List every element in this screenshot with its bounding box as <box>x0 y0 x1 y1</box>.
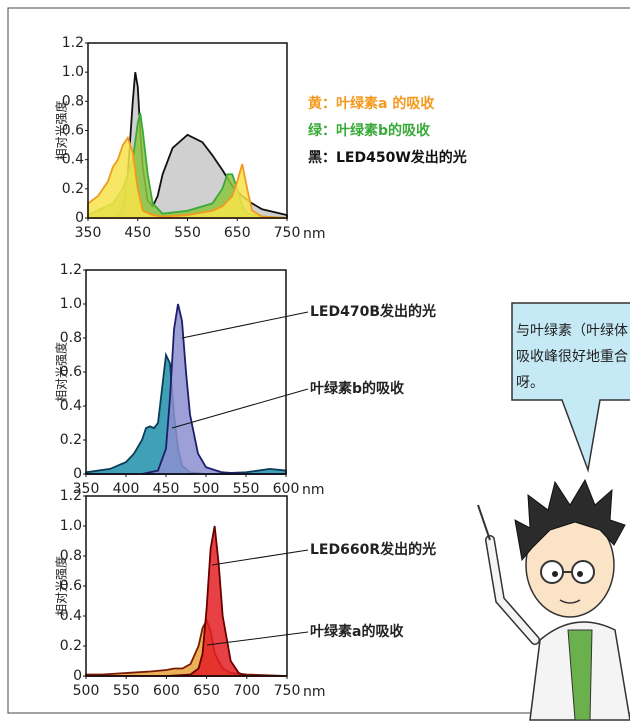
callout-line <box>206 631 309 646</box>
callout-line <box>171 388 309 429</box>
y-tick-label: 0.6 <box>60 578 82 594</box>
series-label: LED660R发出的光 <box>310 541 436 558</box>
y-tick-label: 0.2 <box>60 432 82 448</box>
y-tick-label: 0.4 <box>62 152 84 168</box>
series-label: 叶绿素b的吸收 <box>310 380 405 397</box>
x-tick-label: 450 <box>124 225 151 241</box>
spectrum-area <box>86 525 287 677</box>
x-tick-label: 600 <box>153 683 180 699</box>
spectrum-area <box>85 351 287 475</box>
y-tick-label: 0.4 <box>60 398 82 414</box>
spectrum-area <box>87 135 288 219</box>
shirt <box>567 629 593 721</box>
x-tick-label: 350 <box>73 481 100 497</box>
callout-line <box>181 311 309 339</box>
spectrum-area <box>86 303 286 475</box>
speech-bubble <box>511 302 630 473</box>
y-tick-label: 0.6 <box>62 123 84 139</box>
y-tick-label: 0.2 <box>60 638 82 654</box>
y-axis-label: 相对光强度 <box>54 556 69 616</box>
x-tick-label: 550 <box>113 683 140 699</box>
plot-area <box>86 496 287 676</box>
bubble-line: 与叶绿素（叶绿体 <box>516 323 628 339</box>
y-tick-label: 0 <box>75 210 84 226</box>
bubble-line: 吸收峰很好地重合 <box>516 349 628 365</box>
x-tick-label: 400 <box>113 481 140 497</box>
y-tick-label: 0 <box>73 668 82 684</box>
x-tick-label: 600 <box>273 481 300 497</box>
eye <box>552 571 558 577</box>
pointer <box>477 504 491 541</box>
x-tick-label: 550 <box>233 481 260 497</box>
x-unit: nm <box>302 482 325 498</box>
legend-entry: 黑：LED450W发出的光 <box>308 149 467 166</box>
hair <box>514 478 626 562</box>
legend-entry: 绿：叶绿素b的吸收 <box>308 122 431 139</box>
x-unit: nm <box>303 684 326 700</box>
x-unit: nm <box>303 226 326 242</box>
y-tick-label: 1.2 <box>60 488 82 504</box>
y-tick-label: 1.2 <box>60 262 82 278</box>
x-tick-label: 750 <box>274 225 301 241</box>
bubble-line: 呀。 <box>516 375 544 391</box>
y-tick-label: 0.6 <box>60 364 82 380</box>
cartoon-scientist <box>477 478 630 721</box>
y-tick-label: 0 <box>73 466 82 482</box>
x-tick-label: 700 <box>233 683 260 699</box>
x-tick-label: 550 <box>174 225 201 241</box>
x-tick-label: 650 <box>224 225 251 241</box>
x-tick-label: 650 <box>193 683 220 699</box>
series-label: LED470B发出的光 <box>310 303 436 320</box>
x-tick-label: 450 <box>153 481 180 497</box>
y-tick-label: 0.4 <box>60 608 82 624</box>
legend-entry: 黄：叶绿素a 的吸收 <box>308 95 435 112</box>
x-tick-label: 500 <box>73 683 100 699</box>
y-tick-label: 0.2 <box>62 181 84 197</box>
sleeve <box>486 536 539 644</box>
glasses-lens <box>571 560 595 584</box>
y-axis-label: 相对光强度 <box>54 100 69 160</box>
callout-line <box>211 549 309 566</box>
y-tick-label: 1.0 <box>60 296 82 312</box>
y-tick-label: 1.0 <box>60 518 82 534</box>
y-tick-label: 1.2 <box>62 35 84 51</box>
x-tick-label: 500 <box>193 481 220 497</box>
x-tick-label: 750 <box>274 683 301 699</box>
y-tick-label: 0.8 <box>62 93 84 109</box>
glasses-lens <box>540 560 564 584</box>
series-label: 叶绿素a的吸收 <box>310 623 404 640</box>
y-tick-label: 1.0 <box>62 64 84 80</box>
eye <box>577 571 583 577</box>
mouth <box>559 599 581 604</box>
x-tick-label: 350 <box>75 225 102 241</box>
y-tick-label: 0.8 <box>60 548 82 564</box>
y-axis-label: 相对光强度 <box>54 342 69 402</box>
y-tick-label: 0.8 <box>60 330 82 346</box>
